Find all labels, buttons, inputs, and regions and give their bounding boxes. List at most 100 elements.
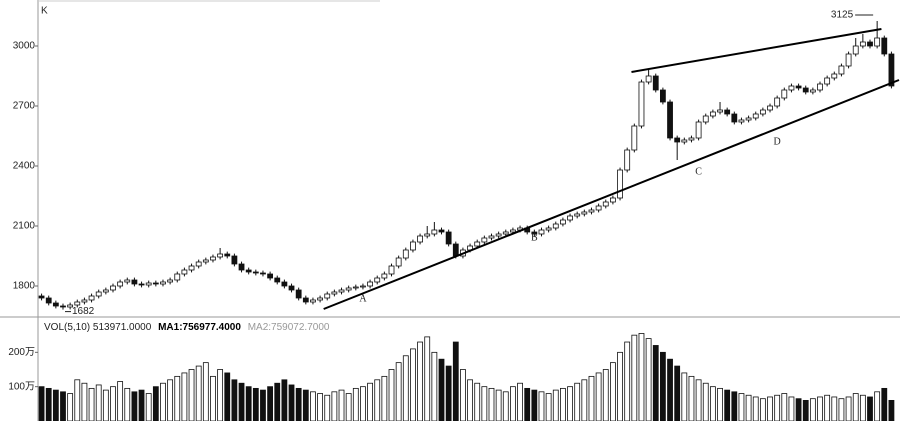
candle-body xyxy=(95,291,102,297)
candle-body xyxy=(567,215,573,221)
candle-body xyxy=(288,285,295,291)
candle-body xyxy=(202,259,209,263)
volume-bar xyxy=(345,393,352,421)
volume-bar xyxy=(617,351,623,421)
volume-bar xyxy=(560,387,566,421)
volume-bar xyxy=(331,391,338,421)
volume-bar xyxy=(424,336,431,421)
candle-body xyxy=(281,281,288,287)
candle-body xyxy=(238,263,245,271)
volume-bar xyxy=(260,389,266,421)
volume-bar xyxy=(859,394,866,421)
trend-line xyxy=(631,28,882,73)
candle-body xyxy=(502,231,509,235)
candle-body xyxy=(60,305,66,308)
candle-body xyxy=(88,295,95,301)
volume-bar xyxy=(659,351,666,421)
candle-body xyxy=(709,111,716,117)
annotation: B xyxy=(531,232,538,243)
candle-body xyxy=(681,139,688,143)
candle-body xyxy=(624,149,631,171)
candle-body xyxy=(645,75,652,83)
candle-body xyxy=(38,295,45,299)
y-tick-label: 3000 xyxy=(13,41,36,52)
candle-body xyxy=(538,229,545,235)
candle-body xyxy=(310,299,316,303)
volume-bar xyxy=(202,362,209,421)
volume-bar xyxy=(131,391,138,421)
candle-body xyxy=(867,41,873,47)
candle-body xyxy=(260,272,266,275)
volume-bar xyxy=(60,391,66,421)
candle-body xyxy=(395,257,402,267)
y-tick-label: 2100 xyxy=(13,221,36,232)
volume-bar xyxy=(117,381,124,421)
candle-body xyxy=(674,137,681,143)
volume-bar xyxy=(831,396,838,421)
volume-bar xyxy=(538,391,545,421)
axis-label: K xyxy=(41,6,48,17)
candle-body xyxy=(360,285,366,288)
volume-bar xyxy=(552,389,559,421)
candle-body xyxy=(652,75,659,91)
volume-bar xyxy=(445,365,452,421)
volume-bar xyxy=(624,341,631,421)
volume-bar xyxy=(81,382,88,421)
volume-bar xyxy=(67,393,74,421)
volume-bar xyxy=(802,399,809,421)
candle-body xyxy=(352,286,359,289)
volume-bar xyxy=(502,391,509,421)
candle-body xyxy=(831,73,838,79)
volume-bar xyxy=(360,386,366,421)
volume-bar xyxy=(238,382,245,421)
candle-body xyxy=(752,113,759,119)
volume-bar xyxy=(281,379,288,421)
candle-body xyxy=(345,287,352,291)
candle-body xyxy=(138,283,145,286)
trend-line xyxy=(323,79,900,310)
candle-body xyxy=(338,289,345,293)
volume-bar xyxy=(45,387,52,421)
candle-body xyxy=(124,279,131,283)
volume-bar xyxy=(145,393,152,421)
volume-bar xyxy=(581,379,588,421)
volume-bar xyxy=(681,372,688,421)
candle-body xyxy=(759,109,766,115)
volume-bar xyxy=(374,379,381,421)
volume-bar xyxy=(567,386,573,421)
candle-body xyxy=(595,205,602,211)
y-tick-label: 1800 xyxy=(13,281,36,292)
candle-body xyxy=(838,65,845,75)
candle-body xyxy=(174,273,181,281)
candle-body xyxy=(267,273,274,279)
volume-bar xyxy=(467,379,473,421)
volume-bar xyxy=(495,389,502,421)
candle-body xyxy=(188,265,195,271)
volume-bar xyxy=(438,358,445,421)
volume-bar xyxy=(395,362,402,421)
candle-body xyxy=(410,241,416,251)
volume-bar xyxy=(867,396,873,421)
volume-bar xyxy=(574,382,581,421)
volume-bar xyxy=(531,389,538,421)
volume-bar xyxy=(152,386,159,421)
candle-body xyxy=(817,83,823,91)
candle-body xyxy=(181,269,188,275)
candle-body xyxy=(388,265,395,275)
volume-bar xyxy=(102,389,109,421)
candle-body xyxy=(374,277,381,283)
legend-item: VOL(5,10) 513971.0000 xyxy=(44,322,152,333)
candle-body xyxy=(574,213,581,217)
candle-body xyxy=(295,289,302,299)
volume-bar xyxy=(245,386,252,421)
volume-bar xyxy=(695,379,702,421)
volume-bar xyxy=(317,393,323,421)
volume-bar xyxy=(752,396,759,421)
volume-bar xyxy=(138,389,145,421)
candle-body xyxy=(102,289,109,293)
candle-body xyxy=(881,37,888,55)
candle-body xyxy=(781,89,788,99)
candle-body xyxy=(767,105,773,111)
volume-bar xyxy=(838,398,845,421)
volume-bar xyxy=(431,351,438,421)
